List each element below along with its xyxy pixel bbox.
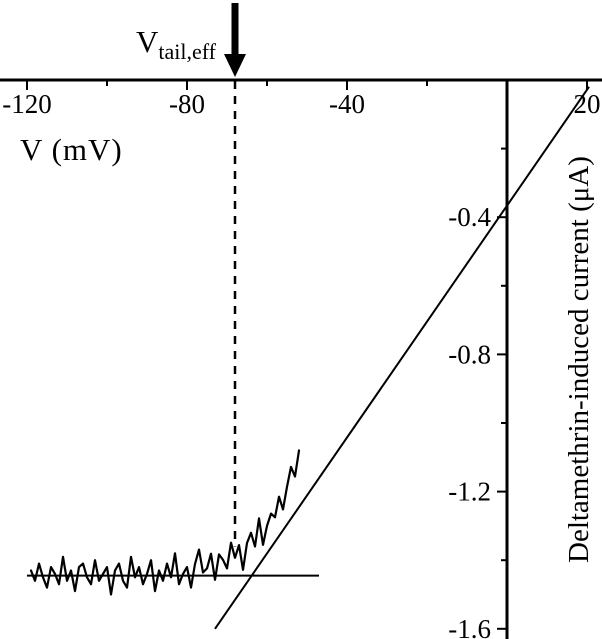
vtail-arrow-head xyxy=(224,54,246,77)
x-tick-label: -120 xyxy=(2,89,52,119)
vtail-label-main: V xyxy=(135,24,159,59)
y-tick-label: -1.2 xyxy=(448,477,491,507)
y-tick-label: -0.4 xyxy=(448,202,491,232)
y-axis-label: Deltamethrin-induced current (μA) xyxy=(563,156,595,563)
y-tick-label: -0.8 xyxy=(448,339,491,369)
y-tick-label: -1.6 xyxy=(448,614,491,639)
vtail-annotation-label: Vtail,eff xyxy=(0,24,216,63)
x-tick-label: -40 xyxy=(329,89,365,119)
fit-line xyxy=(214,86,590,630)
x-axis-label: V (mV) xyxy=(20,132,123,167)
vtail-label-subscript: tail,eff xyxy=(158,39,216,65)
current-trace xyxy=(29,449,301,596)
x-tick-label: -80 xyxy=(169,89,205,119)
